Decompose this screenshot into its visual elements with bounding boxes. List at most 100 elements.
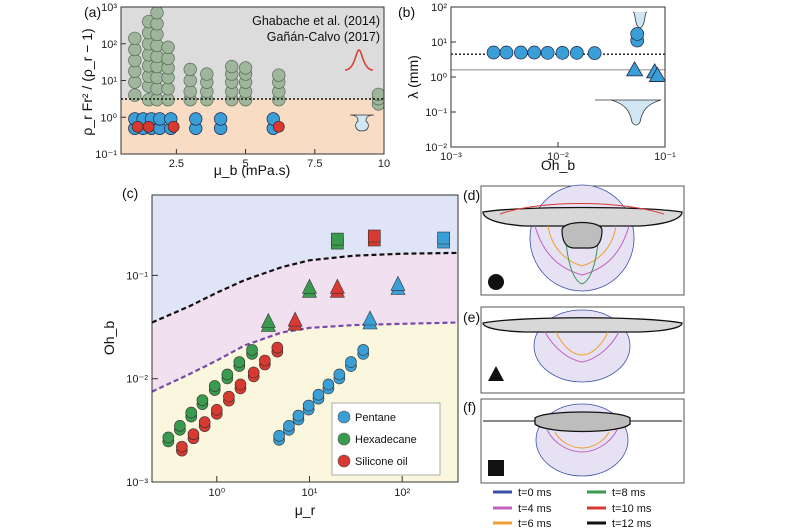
panel-d-contour-orange bbox=[547, 225, 617, 267]
panel-c-pentane-triangle-point-1 bbox=[390, 275, 406, 291]
panel-c-region-upper bbox=[152, 195, 458, 323]
panel-a-red-point-2 bbox=[167, 120, 180, 133]
time-legend: t=0 ms t=4 ms t=6 ms t=8 ms t=10 ms t=12… bbox=[493, 487, 652, 530]
panel-a-grey-point-27 bbox=[161, 51, 175, 66]
panel-a-drop-sketch bbox=[349, 114, 375, 132]
marker-circle-icon bbox=[488, 274, 504, 290]
panel-b-ytick-label-0: 10⁻² bbox=[425, 142, 447, 154]
panel-b-circle-5 bbox=[555, 45, 570, 60]
panel-d-jet-core bbox=[561, 221, 603, 249]
panel-b-triangle-2 bbox=[648, 66, 665, 82]
panel-b-circle-9 bbox=[630, 27, 645, 41]
panel-a-grey-point-1 bbox=[128, 75, 142, 89]
panel-a-grey-point-16 bbox=[150, 70, 164, 85]
panel-c-pentane-point-8 bbox=[357, 344, 370, 356]
panel-c-hexadecane-triangle-point-1 bbox=[302, 278, 317, 294]
panel-b-circle-6 bbox=[569, 45, 584, 60]
panel-c-hexadecane-point-2 bbox=[185, 406, 198, 419]
panel-c-hexadecane-point-0 bbox=[162, 431, 175, 444]
panel-a-grey-point-15 bbox=[150, 82, 164, 96]
panel-c-xtick-label-0: 10⁰ bbox=[208, 487, 225, 499]
panel-d-interface bbox=[482, 206, 683, 227]
panel-c-xlabel: μ_r bbox=[295, 502, 316, 518]
panel-a-blue-point-11 bbox=[189, 112, 203, 126]
panel-c-pentane-point-2 bbox=[292, 409, 305, 422]
panel-b-xlabel: Oh_b bbox=[541, 157, 575, 173]
panel-e-snapshots bbox=[480, 306, 685, 394]
panel-c-silicone-oil-point-0 bbox=[176, 440, 188, 453]
time-legend-item-4: t=10 ms bbox=[587, 503, 652, 515]
panel-c-hexadecane-point-4 bbox=[208, 380, 221, 392]
time-legend-item-5: t=12 ms bbox=[587, 518, 652, 530]
panel-c-silicone-oil-point-1 bbox=[187, 428, 200, 441]
panel-a-xtick-label-3: 10 bbox=[378, 158, 390, 170]
panel-c-pentane-point-6 bbox=[333, 368, 346, 381]
marker-square-icon bbox=[488, 460, 504, 476]
panel-b-cavity-sketch bbox=[595, 99, 662, 126]
panel-a-annotation-2: Gañán-Calvo (2017) bbox=[267, 30, 380, 44]
panel-a-red-point-3 bbox=[272, 120, 285, 133]
panel-b-xtick-label-1: 10⁻² bbox=[547, 151, 569, 163]
time-legend-label-0: t=0 ms bbox=[518, 487, 552, 499]
panel-c: 10⁰ 10¹ 10² 10⁻³ 10⁻² 10⁻¹ Pentane Hexadecane… bbox=[101, 194, 459, 518]
panel-c-silicone-oil-point-2 bbox=[198, 416, 211, 428]
panel-a-grey-point-50 bbox=[272, 68, 286, 82]
panel-a-ytick-label-0: 10⁻¹ bbox=[95, 149, 117, 161]
panel-a-ytick-label-3: 10² bbox=[101, 39, 117, 51]
panel-label-a: (a) bbox=[84, 4, 101, 20]
panel-c-silicone-oil-point-5 bbox=[234, 378, 247, 391]
panel-a-blue-point-7 bbox=[153, 112, 167, 126]
panel-c-silicone-oil-point-7 bbox=[259, 354, 271, 367]
panel-f-contour-magenta bbox=[546, 429, 618, 453]
panel-label-f: (f) bbox=[463, 399, 476, 415]
panel-b-ytick-label-3: 10¹ bbox=[431, 37, 447, 49]
panel-c-xtick-label-2: 10² bbox=[394, 487, 410, 499]
panel-a-ytick-label-2: 10¹ bbox=[101, 76, 117, 88]
legend-label-silicone: Silicone oil bbox=[355, 456, 408, 468]
panel-c-hexadecane-square-point-0 bbox=[331, 232, 344, 246]
legend-marker-silicone bbox=[337, 454, 351, 468]
panel-a-red-point-0 bbox=[131, 120, 144, 133]
panel-f-interface bbox=[534, 411, 631, 433]
panel-c-pentane-point-5 bbox=[322, 378, 335, 391]
panel-a-grey-point-19 bbox=[150, 38, 164, 53]
panel-label-c: (c) bbox=[122, 185, 138, 201]
time-legend-label-2: t=6 ms bbox=[518, 518, 552, 530]
panel-c-ytick-label-2: 10⁻¹ bbox=[126, 270, 148, 282]
panel-b-xtick-label-0: 10⁻³ bbox=[440, 151, 462, 163]
panel-a-grey-point-24 bbox=[161, 82, 175, 96]
panel-c-silicone-oil-point-6 bbox=[247, 366, 260, 379]
legend-item-silicone: Silicone oil bbox=[337, 454, 408, 468]
panel-b-triangle-0 bbox=[625, 61, 644, 77]
time-legend-item-1: t=4 ms bbox=[493, 503, 552, 515]
time-legend-label-3: t=8 ms bbox=[612, 487, 646, 499]
legend-marker-pentane bbox=[337, 410, 351, 424]
panel-c-ylabel: Oh_b bbox=[101, 321, 117, 355]
time-legend-label-4: t=10 ms bbox=[612, 503, 652, 515]
panel-label-e: (e) bbox=[463, 309, 480, 325]
panel-b-xtick-label-2: 10⁻¹ bbox=[654, 151, 676, 163]
time-legend-item-3: t=8 ms bbox=[587, 487, 646, 499]
panel-c-hexadecane-point-7 bbox=[246, 344, 258, 356]
panel-a-grey-point-41 bbox=[225, 59, 239, 74]
panel-b-circle-2 bbox=[514, 45, 528, 60]
panel-a-grey-point-30 bbox=[183, 84, 197, 99]
panel-c-hexadecane-point-3 bbox=[196, 394, 209, 406]
time-legend-item-2: t=6 ms bbox=[493, 518, 552, 530]
panel-c-silicone-triangle-point-0 bbox=[287, 311, 303, 327]
panel-b-circle-1 bbox=[499, 45, 514, 60]
panel-b-circle-3 bbox=[527, 45, 542, 60]
panel-label-b: (b) bbox=[398, 4, 415, 20]
panel-c-silicone-triangle-point-1 bbox=[329, 278, 345, 294]
panel-a-grey-point-5 bbox=[128, 31, 142, 46]
panel-c-lower-boundary bbox=[151, 321, 459, 393]
panel-b-ytick-label-4: 10² bbox=[431, 2, 447, 14]
panel-c-silicone-oil-point-4 bbox=[223, 390, 235, 403]
panel-a-grey-point-22 bbox=[150, 7, 164, 20]
panel-a-grey-point-3 bbox=[128, 53, 142, 68]
panel-a-red-point-1 bbox=[142, 120, 155, 133]
panel-c-hexadecane-point-1 bbox=[174, 419, 186, 432]
panel-a-grey-point-21 bbox=[150, 17, 164, 31]
